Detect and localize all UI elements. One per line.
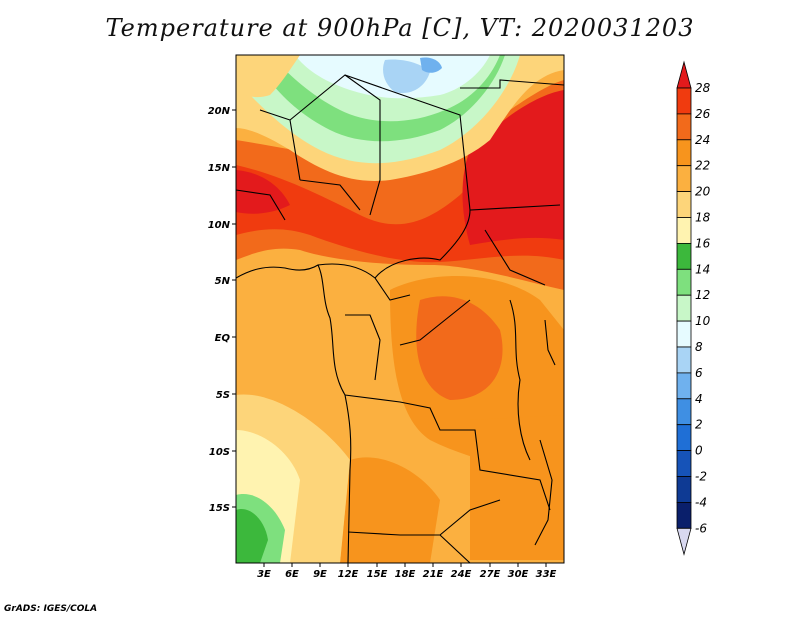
colorbar-label: 18: [695, 211, 711, 225]
colorbar-label: 12: [695, 288, 710, 302]
lat-label: 20N: [208, 106, 231, 117]
colorbar-segment: [676, 113, 692, 141]
map-frame: [235, 54, 565, 564]
colorbar-segment: [676, 87, 692, 115]
colorbar-label: -6: [695, 521, 707, 535]
grads-credit: GrADS: IGES/COLA: [4, 604, 98, 614]
colorbar-label: 26: [695, 107, 711, 121]
colorbar-segment: [676, 424, 692, 452]
lon-label: 18E: [395, 569, 416, 580]
latitude-labels: 20N 15N 10N 5N EQ 5S 10S 15S: [208, 106, 231, 514]
lon-label: 27E: [480, 569, 501, 580]
lon-label: 3E: [257, 569, 271, 580]
colorbar-label: 2: [695, 418, 703, 432]
lat-label: 15S: [209, 503, 230, 514]
colorbar-label: 20: [695, 185, 711, 199]
lon-ticks: [263, 563, 547, 567]
lon-label: 30E: [508, 569, 529, 580]
colorbar-label: -4: [695, 495, 707, 509]
colorbar-top-arrow: [676, 60, 692, 89]
map-title: Temperature at 900hPa [C], VT: 202003120…: [105, 14, 695, 42]
lon-label: 6E: [285, 569, 299, 580]
colorbar-label: -2: [695, 470, 707, 484]
lat-label: 15N: [208, 163, 231, 174]
colorbar-label: 6: [695, 366, 703, 380]
colorbar-segment: [676, 268, 692, 296]
lat-label: 5N: [215, 276, 231, 287]
lon-label: 24E: [451, 569, 472, 580]
colorbar-label: 28: [695, 81, 711, 95]
colorbar-segment: [676, 476, 692, 503]
lon-label: 12E: [338, 569, 359, 580]
colorbar-segment: [676, 372, 692, 400]
colorbar-segment: [676, 501, 692, 529]
colorbar-segment: [676, 294, 692, 322]
colorbar-label: 22: [695, 159, 710, 173]
temperature-field: [236, 55, 564, 563]
colorbar-segment: [676, 165, 692, 192]
lon-label: 15E: [367, 569, 388, 580]
lon-label: 33E: [536, 569, 557, 580]
colorbar-label: 10: [695, 314, 711, 328]
colorbar-label: 14: [695, 262, 710, 276]
longitude-labels: 3E 6E 9E 12E 15E 18E 21E 24E 27E 30E 33E: [257, 569, 556, 580]
colorbar-bottom-arrow: [676, 527, 692, 556]
lon-label: 9E: [313, 569, 327, 580]
colorbar-label: 0: [695, 444, 703, 458]
colorbar-label: 16: [695, 236, 711, 250]
colorbar-segment: [676, 450, 692, 477]
lat-ticks: [232, 109, 236, 508]
colorbar-segment: [676, 217, 692, 244]
lat-label: 10N: [208, 220, 231, 231]
colorbar-segment: [676, 320, 692, 348]
colorbar-segment: [676, 191, 692, 218]
colorbar-label: 4: [695, 392, 703, 406]
colorbar-segment: [676, 242, 692, 270]
colorbar-segment: [676, 346, 692, 374]
colorbar-label: 8: [695, 340, 703, 354]
lat-label: EQ: [215, 333, 231, 344]
colorbar-label: 24: [695, 133, 710, 147]
lon-label: 21E: [423, 569, 444, 580]
country-borders: [236, 74, 564, 563]
colorbar-segment: [676, 139, 692, 167]
lat-label: 5S: [216, 390, 230, 401]
colorbar-segment: [676, 398, 692, 426]
lat-label: 10S: [209, 447, 230, 458]
